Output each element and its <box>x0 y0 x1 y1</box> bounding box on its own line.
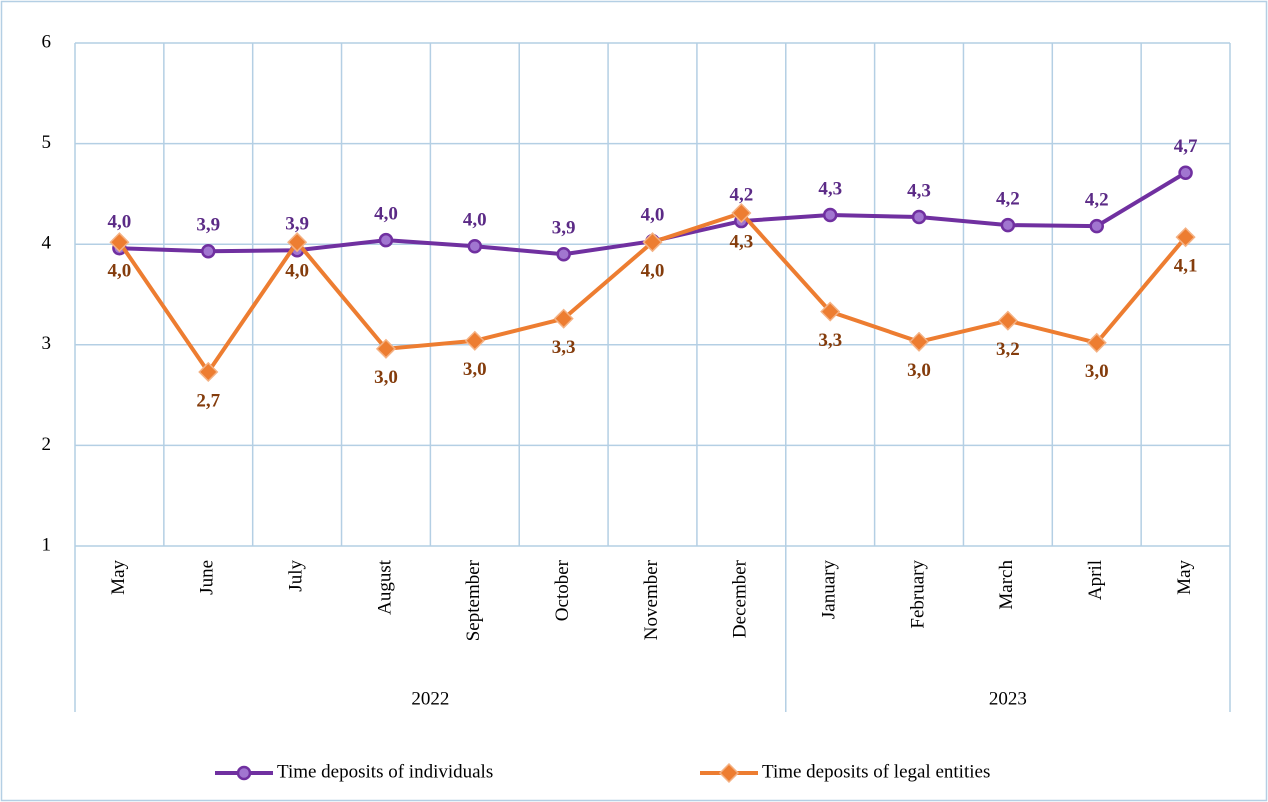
x-tick-label: July <box>285 560 306 592</box>
x-group-label: 2023 <box>989 688 1027 709</box>
data-label: 3,0 <box>907 360 931 381</box>
data-label: 4,3 <box>729 231 753 252</box>
y-tick-label: 1 <box>42 534 52 555</box>
data-label: 3,9 <box>285 214 309 235</box>
x-tick-label: December <box>730 559 751 638</box>
x-tick-label: November <box>641 559 662 640</box>
legend-marker <box>236 765 252 781</box>
data-label: 3,0 <box>1085 361 1109 382</box>
marker <box>198 361 219 383</box>
legend-label: Time deposits of individuals <box>277 761 493 782</box>
marker <box>467 238 483 254</box>
marker <box>201 243 216 259</box>
data-label: 3,0 <box>374 367 398 388</box>
legend-marker <box>718 762 740 784</box>
data-label: 4,0 <box>641 205 665 226</box>
x-tick-label: October <box>552 559 573 621</box>
x-tick-label: June <box>197 560 218 595</box>
data-label: 3,9 <box>196 215 220 236</box>
x-tick-label: April <box>1085 560 1106 600</box>
y-tick-label: 3 <box>42 333 52 354</box>
marker <box>287 232 308 253</box>
marker <box>375 338 397 359</box>
data-label: 4,3 <box>907 180 931 201</box>
data-label: 4,2 <box>996 188 1020 209</box>
x-tick-label: September <box>463 559 484 641</box>
data-label: 4,1 <box>1174 256 1198 277</box>
marker <box>1175 227 1196 248</box>
data-label: 4,0 <box>641 261 665 282</box>
marker <box>820 301 841 322</box>
y-tick-label: 4 <box>42 233 52 254</box>
data-label: 3,2 <box>996 339 1020 360</box>
x-tick-label: February <box>907 560 928 629</box>
data-label: 4,0 <box>108 261 132 282</box>
marker <box>1000 217 1016 233</box>
data-label: 4,7 <box>1174 136 1198 157</box>
y-tick-label: 5 <box>42 132 52 153</box>
marker <box>911 209 927 225</box>
marker <box>731 202 752 224</box>
data-label: 3,0 <box>463 359 487 380</box>
marker <box>378 232 394 248</box>
data-label: 4,2 <box>729 184 753 205</box>
data-label: 4,2 <box>1085 189 1109 210</box>
marker <box>464 330 485 351</box>
data-label: 3,9 <box>552 218 576 239</box>
data-label: 4,0 <box>463 210 487 231</box>
marker <box>109 232 130 253</box>
data-label: 4,0 <box>108 212 132 233</box>
x-tick-label: May <box>1174 560 1195 595</box>
marker <box>822 207 838 223</box>
data-label: 3,3 <box>818 330 842 351</box>
x-tick-label: August <box>374 559 395 615</box>
legend-label: Time deposits of legal entities <box>762 761 990 782</box>
data-label: 4,3 <box>818 178 842 199</box>
y-tick-label: 2 <box>42 434 52 455</box>
data-label: 4,0 <box>285 261 309 282</box>
data-label: 3,3 <box>552 337 576 358</box>
data-label: 4,0 <box>374 204 398 225</box>
marker <box>1178 165 1193 181</box>
marker <box>553 308 574 329</box>
marker <box>642 232 663 253</box>
x-tick-label: March <box>996 560 1017 610</box>
marker <box>1089 218 1104 234</box>
x-tick-label: January <box>819 560 840 620</box>
marker <box>556 247 571 262</box>
marker <box>908 331 930 352</box>
x-tick-label: May <box>108 560 129 595</box>
y-tick-label: 6 <box>42 31 52 52</box>
data-label: 2,7 <box>196 390 220 411</box>
marker <box>997 310 1018 331</box>
marker <box>1086 332 1107 353</box>
x-group-label: 2022 <box>411 688 449 709</box>
